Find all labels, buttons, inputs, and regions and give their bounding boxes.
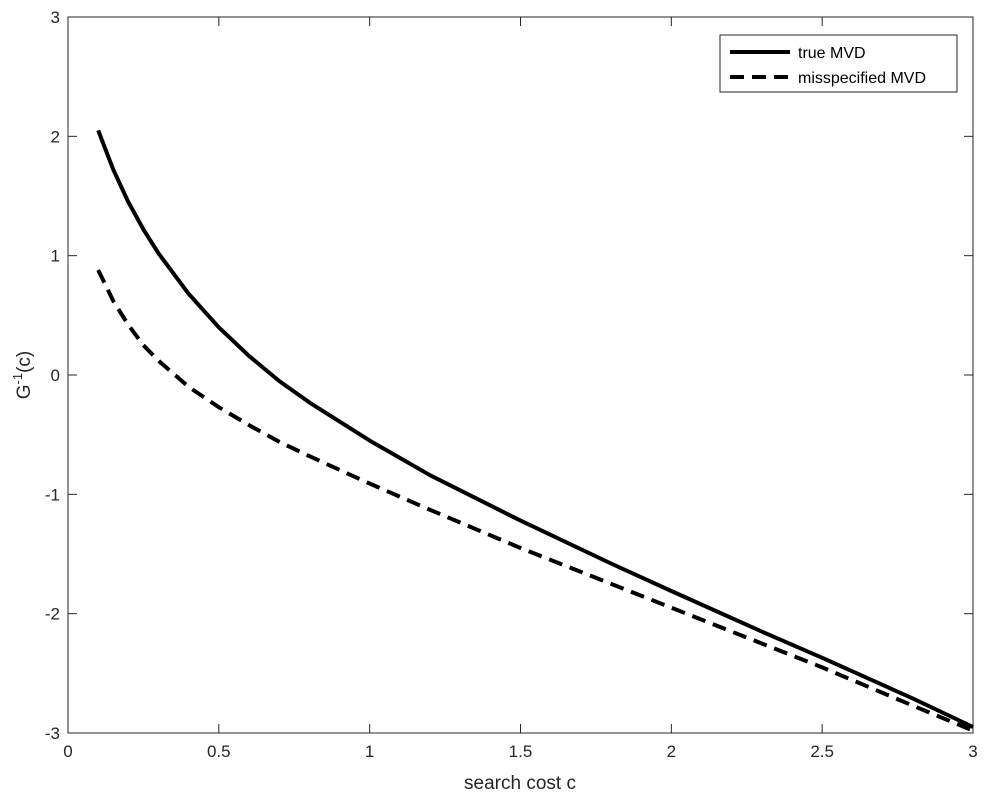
y-tick-label: -1 [45, 485, 60, 504]
series-line-true-mvd [96, 129, 974, 729]
y-tick-label: 0 [51, 366, 60, 385]
x-tick-label: 2 [667, 742, 676, 761]
y-axis-label: G-1(c) [10, 351, 35, 400]
x-tick-label: 3 [968, 742, 977, 761]
series-line-misspecified-mvd [96, 269, 974, 733]
legend-label-true-mvd: true MVD [798, 45, 866, 62]
y-tick-label: -3 [45, 724, 60, 743]
legend-label-misspecified-mvd: misspecified MVD [798, 70, 926, 87]
x-tick-label: 0.5 [207, 742, 231, 761]
x-tick-label: 0 [63, 742, 72, 761]
y-tick-label: 1 [51, 247, 60, 266]
x-tick-label: 1.5 [509, 742, 533, 761]
y-tick-label: 2 [51, 127, 60, 146]
y-axis-label-base: G [14, 384, 35, 399]
x-tick-label: 2.5 [810, 742, 834, 761]
legend: true MVD misspecified MVD [719, 34, 958, 93]
y-tick-label: -2 [45, 605, 60, 624]
y-tick-label: 3 [51, 8, 60, 27]
legend-box [719, 34, 958, 93]
y-axis-label-sup: -1 [10, 373, 25, 385]
x-tick-label: 1 [365, 742, 374, 761]
y-axis: -3 -2 -1 0 1 2 3 [45, 8, 973, 743]
y-axis-label-rest: (c) [14, 351, 35, 373]
series-layer [96, 129, 974, 733]
x-axis: 0 0.5 1 1.5 2 2.5 3 [63, 17, 978, 761]
x-axis-label: search cost c [464, 773, 576, 794]
plot-area [67, 16, 974, 734]
